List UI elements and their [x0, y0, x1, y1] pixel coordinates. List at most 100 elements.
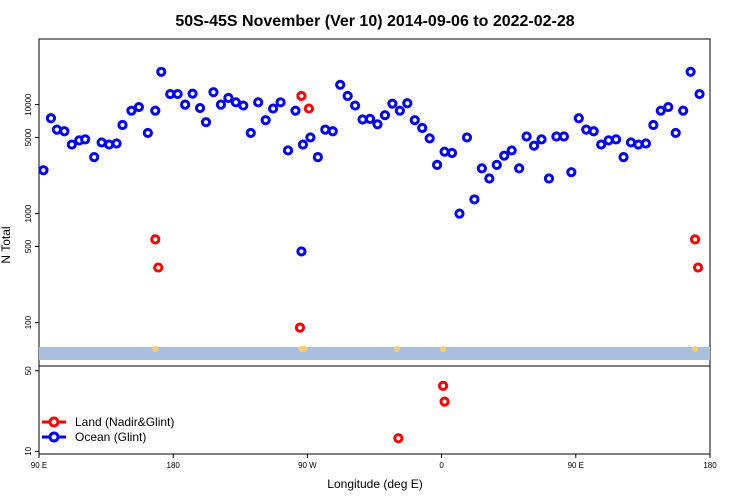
y-upper-tick-label-4: 10000 — [24, 93, 33, 116]
ocean-point-66 — [521, 131, 532, 142]
plot-divider-band — [39, 347, 710, 360]
ocean-point-34 — [290, 105, 301, 116]
x-tick-label-0: 90 E — [31, 461, 47, 470]
x-tick-label-1: 180 — [167, 461, 181, 470]
band-marker-0 — [152, 346, 159, 352]
ocean-point-41 — [335, 79, 346, 90]
y-lower-tick-label-1: 50 — [24, 366, 33, 375]
ocean-point-65 — [514, 163, 525, 174]
ocean-point-33 — [282, 145, 294, 156]
legend: Land (Nadir&Glint) Ocean (Glint) — [42, 415, 174, 444]
land-point-7 — [393, 433, 404, 444]
land-point-8 — [437, 380, 449, 391]
band-marker-4 — [440, 346, 447, 352]
ocean-point-48 — [387, 98, 398, 109]
lower-plot-frame — [38, 365, 711, 455]
ocean-point-71 — [558, 131, 569, 142]
ocean-point-52 — [417, 122, 428, 134]
land-point-5 — [689, 234, 701, 245]
ocean-point-36 — [305, 132, 316, 143]
ocean-point-59 — [469, 194, 480, 205]
land-point-9 — [439, 396, 450, 407]
ocean-point-13 — [133, 101, 145, 113]
ocean-point-87 — [678, 105, 689, 116]
ocean-point-69 — [543, 173, 555, 184]
legend-ocean-label: Ocean (Glint) — [75, 430, 146, 444]
axis-ticks: 90 E 180 90 W 0 90 E 180 100 500 1000 5000 10000 10… — [24, 93, 717, 470]
ocean-point-29 — [253, 97, 264, 108]
ocean-point-19 — [180, 99, 191, 110]
ocean-point-45 — [364, 113, 376, 124]
band-marker-3 — [393, 346, 400, 352]
band-markers — [152, 346, 699, 352]
ocean-point-83 — [648, 119, 659, 131]
land-point-4 — [303, 103, 314, 114]
ocean-point-73 — [573, 113, 584, 124]
land-point-6 — [692, 262, 704, 273]
ocean-point-43 — [350, 100, 361, 111]
ocean-point-51 — [409, 115, 420, 126]
y-upper-tick-label-0: 100 — [24, 315, 33, 329]
land-point-0 — [150, 234, 161, 245]
ocean-point-67 — [528, 140, 540, 151]
y-upper-tick-label-2: 1000 — [24, 204, 33, 222]
band-marker-5 — [692, 346, 699, 352]
ocean-point-46 — [372, 119, 383, 130]
ocean-point-54 — [432, 159, 443, 170]
ocean-point-28 — [245, 127, 256, 139]
ocean-point-23 — [208, 87, 219, 98]
ocean-point-53 — [424, 133, 435, 144]
ocean-point-78 — [610, 134, 622, 145]
ocean-point-4 — [66, 139, 77, 150]
ocean-point-35 — [297, 139, 309, 150]
land-point-2 — [294, 322, 306, 333]
ocean-point-37 — [312, 152, 323, 163]
land-point-3 — [296, 90, 307, 102]
ocean-point-0 — [38, 165, 49, 176]
ocean-point-30 — [260, 115, 271, 126]
ocean-point-1 — [45, 113, 57, 124]
x-tick-label-3: 0 — [439, 461, 444, 470]
ocean-point-89 — [694, 88, 705, 100]
ocean-point-50 — [402, 98, 413, 109]
x-axis-label: Longitude (deg E) — [327, 477, 422, 491]
x-tick-label-4: 90 E — [568, 461, 584, 470]
ocean-point-61 — [484, 173, 495, 184]
ocean-point-62 — [491, 159, 502, 170]
band-marker-2 — [301, 346, 308, 352]
ocean-point-84 — [655, 105, 666, 116]
ocean-point-47 — [379, 110, 391, 121]
ocean-point-6 — [80, 134, 91, 145]
y-upper-tick-label-1: 500 — [24, 239, 33, 253]
ocean-point-68 — [536, 134, 547, 145]
x-tick-label-2: 90 W — [298, 461, 317, 470]
ocean-point-7 — [89, 152, 100, 163]
y-axis-label: N Total — [0, 226, 13, 263]
ocean-point-11 — [117, 119, 128, 131]
ocean-point-31 — [268, 103, 279, 114]
ocean-point-56 — [446, 147, 458, 159]
ocean-point-75 — [588, 126, 599, 137]
ocean-point-18 — [172, 88, 183, 100]
ocean-point-27 — [238, 100, 249, 111]
upper-plot-frame — [38, 38, 711, 367]
ocean-point-76 — [596, 139, 607, 150]
ocean-point-15 — [150, 105, 161, 116]
ocean-point-57 — [454, 208, 465, 219]
ocean-point-14 — [142, 127, 153, 139]
ocean-point-88 — [685, 66, 696, 77]
legend-land-marker — [48, 416, 60, 428]
ocean-point-63 — [499, 150, 510, 161]
ocean-point-58 — [461, 132, 473, 143]
ocean-point-22 — [200, 117, 212, 128]
ocean-point-24 — [215, 99, 227, 110]
y-upper-tick-label-3: 5000 — [24, 128, 33, 146]
ocean-point-72 — [566, 167, 577, 178]
chart-title: 50S-45S November (Ver 10) 2014-09-06 to … — [175, 13, 574, 30]
x-tick-label-5: 180 — [703, 461, 717, 470]
ocean-point-85 — [663, 101, 674, 113]
ocean-point-49 — [394, 105, 405, 116]
y-lower-tick-label-0: 10 — [24, 446, 33, 455]
ocean-point-86 — [670, 127, 681, 139]
